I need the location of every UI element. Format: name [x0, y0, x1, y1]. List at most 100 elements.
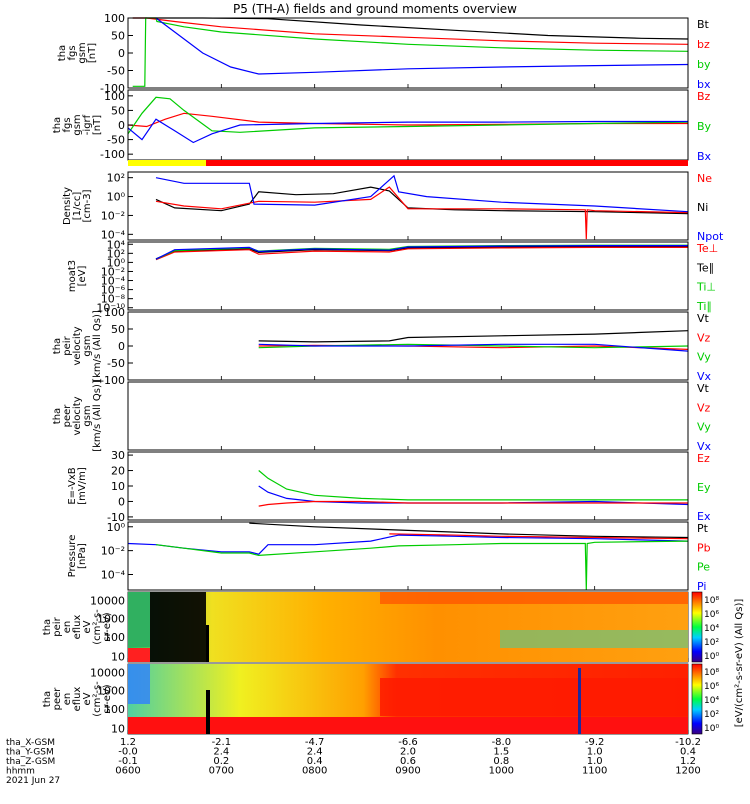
ephemeris-value: 0.8 [493, 756, 509, 767]
ephemeris-value: 2.4 [213, 747, 229, 758]
panel-spec_ion-ylabel-line: sr-eV) [102, 612, 113, 641]
panel-bfgs-ylabel-line: gsm [77, 42, 88, 63]
ephemeris-value: 2.4 [307, 747, 323, 758]
status-bar-red [206, 160, 688, 166]
ephemeris-value: -2.1 [212, 737, 232, 748]
panel-temperature-ytick-label: 10² [107, 247, 125, 260]
panel-spec_ion-ylabel-line: tha [42, 619, 53, 635]
ephemeris-value: 2.0 [400, 747, 416, 758]
ephemeris-value: 1.0 [587, 747, 603, 758]
panel-velocity1-series-3 [258, 343, 689, 352]
panel-density-ylabel-line: Density [62, 187, 73, 225]
status-bar-yellow [128, 160, 206, 166]
cbTopTicks-label: 10² [704, 638, 719, 648]
panel-temperature-ytick-label: 10⁴ [107, 238, 126, 251]
panel-density: 10² 10⁰ 10⁻² 10⁻⁴ Density [1/cc] [cm-3] Ne Ni Npo… [62, 171, 724, 243]
panel-spec_electron-ytick-label: 10000 [90, 666, 125, 679]
ion-low-energy-band [500, 630, 688, 648]
panel-bfgs_igrf-legend-2: Bx [697, 150, 712, 163]
ion-low-energy-early [128, 648, 150, 662]
panel-density-ytick-label: 10⁰ [107, 191, 126, 204]
ephemeris-value: -8.0 [492, 737, 512, 748]
ephemeris-value: 0800 [302, 766, 327, 777]
panel-temperature-legend-1: Te∥ [696, 261, 714, 274]
panel-velocity1-ytick-label: -50 [107, 357, 125, 370]
panel-temperature-series-0 [155, 245, 688, 260]
ephemeris-value: 1000 [489, 766, 514, 777]
panel-spec_ion-ytick-label: 100 [104, 631, 125, 644]
panel-pressure-legend-0: Pt [697, 522, 709, 535]
panel-efield-legend-0: Ez [697, 452, 710, 465]
panel-velocity2-legend-2: Vy [697, 421, 711, 434]
ion-high-energy-band [380, 592, 688, 604]
panel-bfgs-ytick-label: -100 [100, 82, 125, 95]
panel-velocity1-ytick-label: -100 [100, 374, 125, 387]
panel-bfgs_igrf-ytick-label: 100 [104, 90, 125, 103]
panel-spec_ion-ylabel-line: en [62, 621, 73, 634]
colorbar-label: [eV/(cm²-s-sr-eV) (All Qs)] [734, 599, 745, 728]
panel-temperature-legend-0: Te⊥ [696, 242, 718, 255]
cbTopTicks-label: 10⁸ [704, 596, 719, 606]
panel-pressure: 10⁰ 10⁻² 10⁻⁴ Pressure [nPa] Pt Pb Pe Pi [67, 521, 711, 593]
panel-spec_electron-ylabel-line: eflux [72, 687, 83, 712]
electron-high-flux-band [380, 678, 688, 716]
panel-efield-series-2 [258, 500, 688, 507]
panel-temperature-series-1 [155, 246, 688, 261]
panel-bfgs-ytick-label: 100 [104, 12, 125, 25]
ephemeris-value: 0600 [115, 766, 140, 777]
panel-velocity2-ylabel-line: [km/s (All Qs)] [92, 380, 103, 452]
panel-efield-legend-2: Ex [697, 510, 711, 523]
panel-pressure-ylabel-line: [nPa] [77, 543, 88, 569]
panel-spec_electron-ylabel-line: eV [82, 692, 93, 705]
panel-temperature-ytick-label: 10⁻¹⁰ [96, 302, 125, 315]
panel-velocity2-legend-0: Vt [697, 382, 710, 395]
panel-spec_electron-ylabel-line: tha [42, 691, 53, 707]
panel-spec_ion-ytick-label: 10 [111, 650, 125, 663]
panel-bfgs-ytick-label: 50 [111, 30, 125, 43]
ephemeris-row-label: tha_X-GSM [6, 738, 55, 748]
panel-bfgs: 100 50 0 -50 -100 tha fgs gsm [nT] Bt bz by bx [57, 12, 711, 95]
panel-bfgs-legend-3: bx [697, 78, 711, 91]
panel-temperature-ytick-label: 10⁻⁶ [101, 284, 126, 297]
panel-velocity2-frame [127, 381, 689, 451]
panel-density-ytick-label: 10⁻² [101, 209, 125, 222]
panel-efield-ytick-label: 0 [118, 495, 125, 508]
ephemeris-row-label: tha_Y-GSM [6, 748, 54, 758]
panel-temperature-ylabel-line: [eV] [77, 266, 88, 287]
electron-spectrogram [128, 664, 688, 734]
panel-velocity1-legend-1: Vz [697, 331, 711, 344]
panel-efield-ylabel-line: E=-VxB [67, 467, 78, 504]
ephemeris-value: -4.7 [305, 737, 325, 748]
ion-spectrogram [128, 592, 688, 662]
panel-bfgs-ylabel-line: fgs [67, 45, 78, 60]
panel-bfgs-series-2 [132, 17, 689, 87]
ephemeris-value: 0.4 [680, 747, 696, 758]
panel-spec_ion-ylabel-line: peir [52, 616, 63, 636]
panel-efield-series-1 [258, 485, 689, 506]
panel-velocity1-ytick-label: 0 [118, 340, 125, 353]
panel-efield-legend-1: Ey [697, 481, 711, 494]
panel-pressure-ytick-label: 10⁻² [101, 545, 125, 558]
panel-density-ylabel-line: [cm-3] [82, 189, 93, 222]
colorbar-bottom-ticks: 10⁸ 10⁶ 10⁴ 10² 10⁰ [704, 668, 719, 734]
panel-velocity2-ylabel-line: velocity [72, 396, 83, 435]
ephemeris-value: 0700 [209, 766, 234, 777]
panel-velocity1: 100 50 0 -50 -100 tha peir velocity gsm [km/s (Al… [52, 306, 712, 387]
ephemeris-value: 1.2 [680, 756, 696, 767]
ephemeris-row-label: hhmm [6, 767, 35, 777]
panel-pressure-series-1 [389, 533, 689, 540]
ephemeris-value: 1.0 [587, 756, 603, 767]
panel-density-legend-0: Ne [697, 172, 712, 185]
electron-gap-line [206, 690, 210, 734]
panel-velocity2-legend-1: Vz [697, 401, 711, 414]
figure-title: P5 (TH-A) fields and ground moments over… [233, 2, 517, 16]
panel-bfgs_igrf-ytick-label: -50 [107, 134, 125, 147]
panel-pressure-ylabel-line: Pressure [67, 535, 78, 578]
panel-temperature-ytick-label: 10⁻⁴ [101, 275, 126, 288]
panel-temperature-ytick-label: 10⁻² [101, 265, 125, 278]
ephemeris-value: -0.0 [118, 747, 138, 758]
panel-bfgs_igrf-ylabel-line: [nT] [92, 115, 103, 135]
